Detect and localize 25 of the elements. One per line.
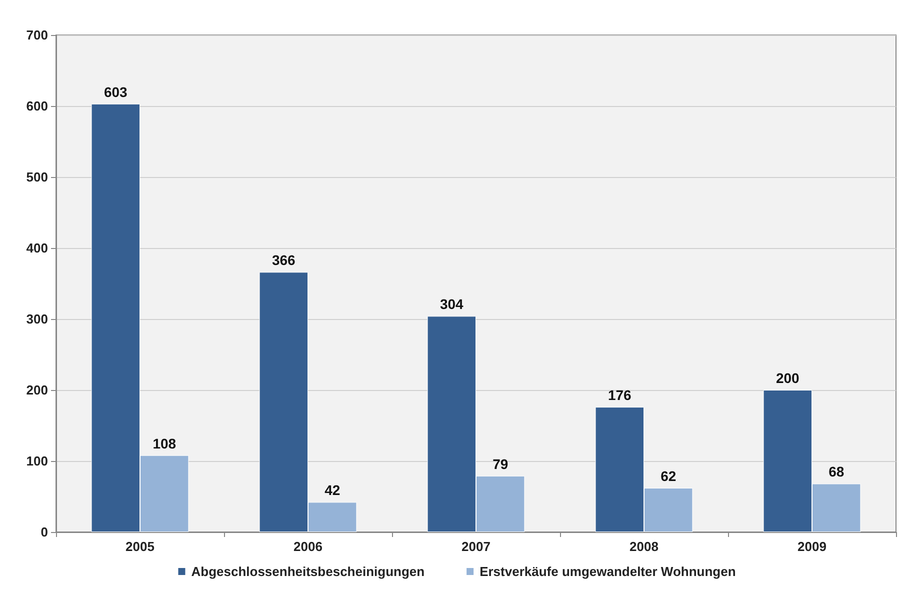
y-tick-label: 100 [26,454,48,468]
data-label: 200 [776,370,800,386]
y-tick-label: 400 [26,240,48,256]
data-label: 366 [272,252,296,268]
x-tick-label: 2005 [126,539,154,554]
data-label: 42 [324,482,340,498]
y-tick-label: 500 [26,170,48,184]
data-label: 62 [660,468,676,484]
y-tick-label: 200 [26,382,48,398]
data-label: 79 [492,456,508,472]
y-tick-label: 700 [26,28,48,42]
x-tick-label: 2007 [462,539,490,554]
legend-label: Abgeschlossenheitsbescheinigungen [191,564,425,579]
data-label: 603 [104,84,128,100]
x-tick-label: 2006 [294,539,322,554]
y-tick-label: 0 [40,524,48,540]
x-tick-label: 2008 [630,539,658,554]
data-label: 176 [608,387,632,404]
legend-label: Erstverkäufe umgewandelter Wohnungen [480,564,736,579]
y-tick-label: 600 [26,98,48,114]
data-label: 68 [828,464,844,480]
data-label: 304 [440,296,464,312]
x-tick-label: 2009 [798,539,826,554]
y-tick-label: 300 [26,312,48,326]
data-label: 108 [152,435,176,452]
